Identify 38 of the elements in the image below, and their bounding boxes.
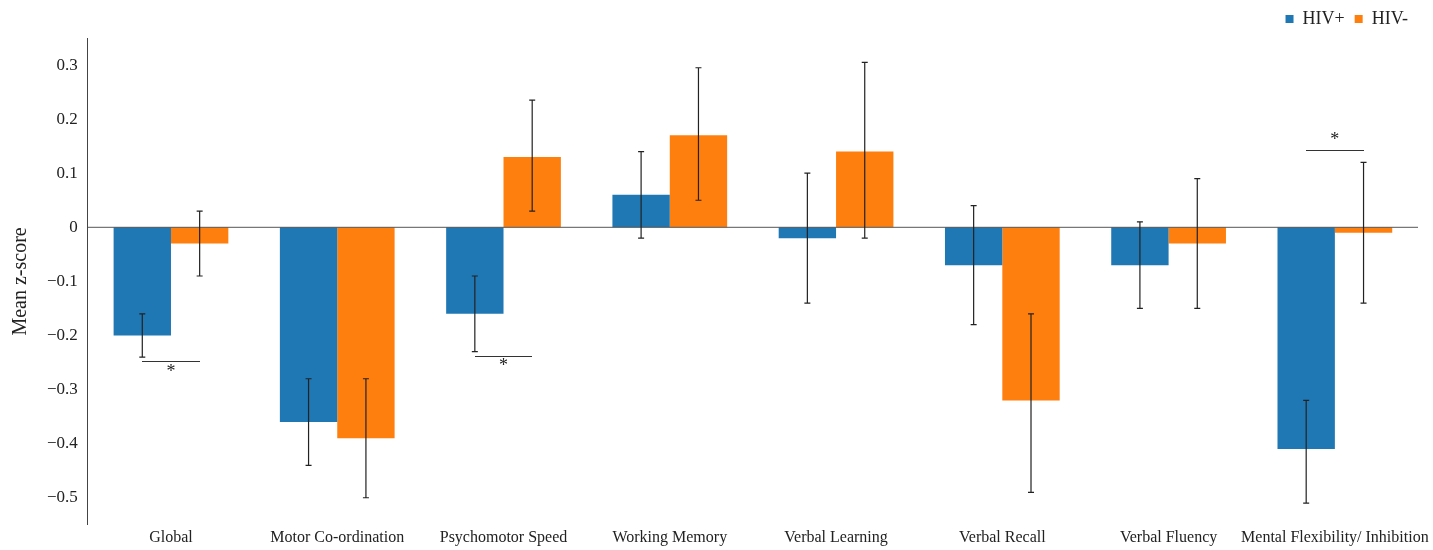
x-tick-label: Working Memory xyxy=(612,527,728,546)
bar xyxy=(612,194,670,228)
bar xyxy=(1277,227,1335,450)
annotation: * xyxy=(1330,129,1340,150)
annotation: * xyxy=(166,360,176,381)
legend-label: HIV- xyxy=(1371,7,1409,28)
annotation: * xyxy=(499,355,509,376)
bar xyxy=(446,227,504,314)
y-tick-label: −0.5 xyxy=(46,487,78,507)
y-tick-label: −0.4 xyxy=(46,433,79,453)
bar xyxy=(170,227,229,244)
bar xyxy=(669,135,728,228)
bar xyxy=(1168,227,1226,244)
bar xyxy=(279,227,338,423)
bar xyxy=(113,227,171,336)
bar xyxy=(1002,227,1060,401)
y-tick-label: 0.1 xyxy=(56,162,78,182)
y-tick-label: 0 xyxy=(69,216,78,236)
x-tick-label: Mental Flexibility/ Inhibition xyxy=(1241,527,1429,546)
y-tick-label: −0.3 xyxy=(46,379,78,399)
x-tick-label: Global xyxy=(149,527,194,545)
x-tick-label: Verbal Fluency xyxy=(1119,527,1218,546)
y-tick-label: 0.3 xyxy=(56,54,78,74)
x-tick-label: Motor Co-ordination xyxy=(270,527,405,545)
bar xyxy=(503,157,561,228)
y-axis-title: Mean z-score xyxy=(8,227,31,336)
y-tick-label: −0.2 xyxy=(46,324,78,344)
bar xyxy=(944,227,1003,266)
x-tick-label: Psychomotor Speed xyxy=(439,527,568,546)
y-tick-label: −0.1 xyxy=(46,270,78,290)
legend-label: HIV+ xyxy=(1302,7,1345,28)
x-tick-label: Verbal Recall xyxy=(959,527,1047,545)
x-tick-label: Verbal Learning xyxy=(784,527,888,546)
bar xyxy=(836,151,894,228)
bar xyxy=(1111,227,1169,266)
bar xyxy=(337,227,395,439)
bar xyxy=(778,227,837,239)
y-tick-label: 0.2 xyxy=(56,108,78,128)
